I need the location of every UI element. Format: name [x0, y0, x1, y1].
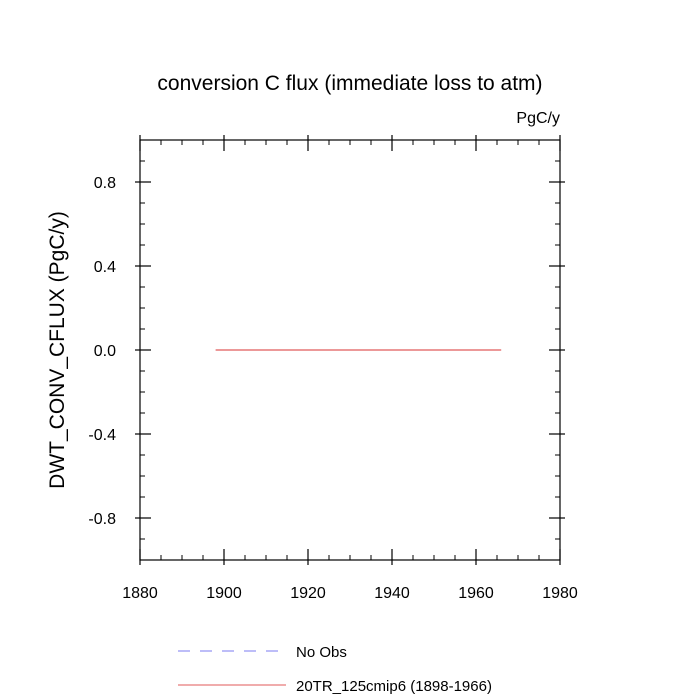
x-tick-label: 1900 [206, 585, 242, 602]
axis-ticks [135, 135, 565, 565]
x-tick-label: 1940 [374, 585, 410, 602]
y-tick-label: -0.4 [88, 427, 116, 444]
y-tick-label: 0.0 [94, 343, 116, 360]
legend-label-1: 20TR_125cmip6 (1898-1966) [296, 678, 492, 695]
y-axis-label: DWT_CONV_CFLUX (PgC/y) [46, 211, 69, 489]
x-tick-label: 1920 [290, 585, 326, 602]
y-tick-label: 0.4 [94, 259, 116, 276]
y-tick-label: 0.8 [94, 175, 116, 192]
x-tick-label: 1880 [122, 585, 158, 602]
axis-tick-labels: 1880 1900 1920 1940 1960 1980 -0.8 -0.4 0.0 0.4 0.… [88, 175, 577, 602]
units-label: PgC/y [516, 110, 560, 127]
legend-label-0: No Obs [296, 644, 347, 661]
chart-title: conversion C flux (immediate loss to atm… [157, 72, 542, 95]
y-tick-label: -0.8 [88, 511, 116, 528]
x-tick-label: 1980 [542, 585, 578, 602]
plot-frame [139, 139, 561, 561]
legend: No Obs 20TR_125cmip6 (1898-1966) [178, 644, 492, 695]
x-tick-label: 1960 [458, 585, 494, 602]
